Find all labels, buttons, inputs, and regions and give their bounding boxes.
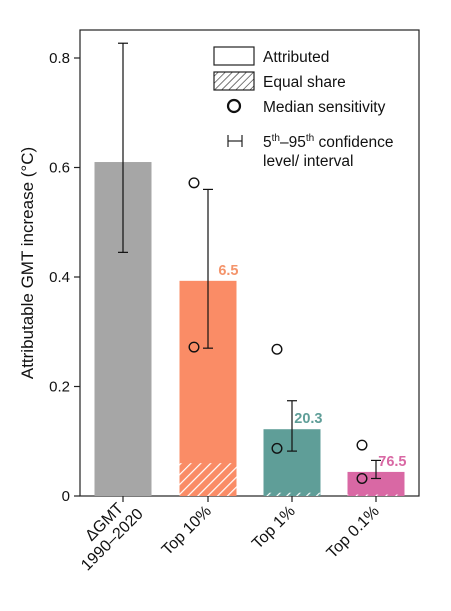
x-tick-label: Top 0.1% (324, 503, 383, 562)
bar-equal-share-hatch (263, 492, 321, 496)
legend-interval-marker (227, 135, 243, 147)
legend-interval-label-line2: level/ interval (263, 153, 353, 170)
median-sensitivity-marker (356, 472, 368, 484)
legend-equal-share-label: Equal share (263, 74, 346, 91)
median-sensitivity-marker (188, 341, 200, 353)
bar-equal-share-hatch (179, 463, 237, 496)
y-tick-label: 0.4 (49, 269, 70, 286)
legend-equal-share-swatch (213, 71, 255, 91)
y-tick-label: 0 (62, 488, 70, 505)
y-tick-label: 0.2 (49, 379, 70, 396)
legend-median-sensitivity-label: Median sensitivity (263, 99, 386, 116)
bar-data-label: 6.5 (218, 263, 238, 279)
legend-interval-label-line1: 5th–95th confidence (263, 133, 393, 151)
x-axis-ticks: ΔGMT1990–2020 Top 10% Top 1% Top 0.1% (65, 493, 383, 574)
median-sensitivity-marker (188, 177, 200, 189)
legend: Attributed Equal share Median sensitivit… (213, 46, 393, 170)
median-markers (188, 177, 368, 484)
plot-frame (79, 29, 420, 497)
legend-attributed-swatch (213, 46, 255, 66)
legend-median-marker (226, 98, 242, 114)
data-labels: 6.5 20.3 76.5 (218, 263, 406, 470)
legend-attributed-label: Attributed (263, 49, 329, 66)
bar-data-label: 20.3 (294, 411, 322, 427)
median-sensitivity-marker (271, 442, 283, 454)
y-tick-label: 0.8 (49, 50, 70, 67)
x-tick-label: Top 10% (159, 503, 215, 559)
y-axis-ticks: 0 0.2 0.4 0.6 0.8 (49, 50, 80, 505)
equal-share-hatches (179, 463, 405, 496)
error-bars (118, 42, 381, 480)
x-tick-label: ΔGMT1990–2020 (65, 493, 146, 574)
y-axis-label: Attributable GMT increase (°C) (18, 147, 37, 379)
bars (94, 162, 405, 496)
bar-data-label: 76.5 (378, 454, 406, 470)
x-tick-label: Top 1% (249, 503, 299, 553)
median-sensitivity-marker (356, 439, 368, 451)
y-tick-label: 0.6 (49, 160, 70, 177)
bar-equal-share-hatch (347, 494, 405, 496)
median-sensitivity-marker (271, 343, 283, 355)
